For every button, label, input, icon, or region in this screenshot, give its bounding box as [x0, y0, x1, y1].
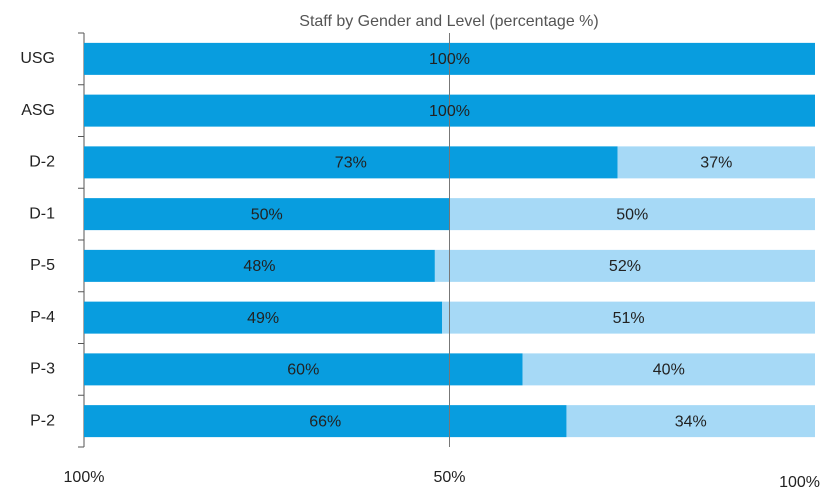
- x-tick-label: 100%: [779, 474, 820, 490]
- grid: [78, 32, 85, 448]
- value-label: 66%: [309, 413, 341, 430]
- bar-segment: [434, 249, 815, 282]
- value-label: 50%: [251, 206, 283, 223]
- chart-title: Staff by Gender and Level (percentage %): [299, 13, 598, 30]
- value-label: 51%: [613, 310, 645, 327]
- x-tick-label: 50%: [433, 469, 465, 486]
- y-tick-label: D-2: [29, 154, 55, 171]
- y-tick-label: USG: [20, 50, 55, 67]
- bar-segment: [566, 405, 815, 438]
- value-label: 73%: [335, 155, 367, 172]
- y-tick-label: ASG: [21, 102, 55, 119]
- value-label: 37%: [700, 155, 732, 172]
- value-label: 48%: [243, 258, 275, 275]
- bar-segment: [449, 198, 815, 231]
- y-tick-label: P-5: [30, 257, 55, 274]
- y-tick-label: P-3: [30, 361, 55, 378]
- labels: 100% 50% 100% USG 100% ASG 100% D-2 73% 37% D-1 50%…: [20, 33, 820, 490]
- bar-segment: [84, 198, 450, 231]
- bar-segment: [84, 301, 443, 334]
- bar-segment: [522, 353, 815, 386]
- value-label: 49%: [247, 310, 279, 327]
- bar-segment: [84, 249, 435, 282]
- value-label: 52%: [609, 258, 641, 275]
- bar-segment: [617, 146, 815, 179]
- bar-segment: [84, 146, 618, 179]
- bar-segment: [84, 405, 567, 438]
- value-label: 100%: [429, 51, 470, 68]
- y-tick-label: P-2: [30, 412, 55, 429]
- y-tick-label: D-1: [29, 205, 55, 222]
- value-label: 34%: [675, 413, 707, 430]
- value-label: 60%: [287, 362, 319, 379]
- value-label: 50%: [616, 206, 648, 223]
- x-tick-label: 100%: [64, 469, 105, 486]
- value-label: 40%: [653, 362, 685, 379]
- value-label: 100%: [429, 103, 470, 120]
- y-tick-label: P-4: [30, 309, 55, 326]
- bar-segment: [442, 301, 815, 334]
